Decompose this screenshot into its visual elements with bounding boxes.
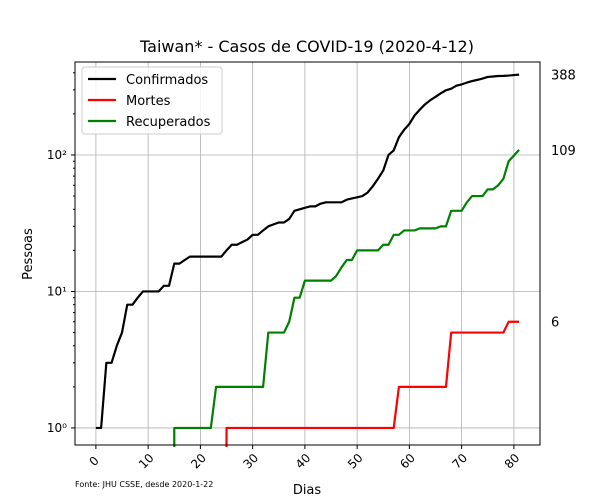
y-tick-label: 10⁰ bbox=[47, 421, 67, 435]
legend-label: Recuperados bbox=[126, 115, 211, 130]
x-tick-label: 80 bbox=[502, 451, 523, 472]
series-line-mortes bbox=[225, 320, 520, 447]
chart-title: Taiwan* - Casos de COVID-19 (2020-4-12) bbox=[139, 37, 474, 56]
y-tick-label: 10¹ bbox=[47, 284, 67, 298]
end-labels: 388 6 109 bbox=[551, 69, 576, 331]
x-tick-label: 40 bbox=[293, 451, 314, 472]
source-note: Fonte: JHU CSSE, desde 2020-1-22 bbox=[75, 480, 213, 489]
x-axis-label: Dias bbox=[293, 483, 322, 498]
x-tick-label: 10 bbox=[136, 451, 157, 472]
series-lines bbox=[95, 73, 520, 447]
series-line-recuperados bbox=[173, 149, 520, 447]
end-label-mortes: 6 bbox=[551, 316, 559, 331]
axis-ticks: 0 10 20 30 40 50 60 70 80 10⁰ 10¹ 10² bbox=[47, 72, 523, 472]
x-tick-label: 20 bbox=[188, 451, 209, 472]
legend-label: Confirmados bbox=[126, 73, 208, 88]
legend: Confirmados Mortes Recuperados bbox=[81, 66, 223, 135]
series-line-confirmados bbox=[95, 73, 520, 430]
x-tick-label: 50 bbox=[345, 451, 366, 472]
x-tick-label: 60 bbox=[397, 451, 418, 472]
legend-box bbox=[81, 66, 223, 135]
y-tick-label: 10² bbox=[47, 148, 67, 162]
x-tick-label: 70 bbox=[449, 451, 470, 472]
end-label-recuperados: 109 bbox=[551, 144, 576, 159]
plot-frame bbox=[74, 61, 541, 446]
end-label-confirmados: 388 bbox=[551, 69, 576, 84]
x-tick-label: 0 bbox=[86, 454, 101, 469]
x-tick-label: 30 bbox=[240, 451, 261, 472]
legend-label: Mortes bbox=[126, 94, 171, 109]
y-axis-label: Pessoas bbox=[21, 228, 36, 280]
